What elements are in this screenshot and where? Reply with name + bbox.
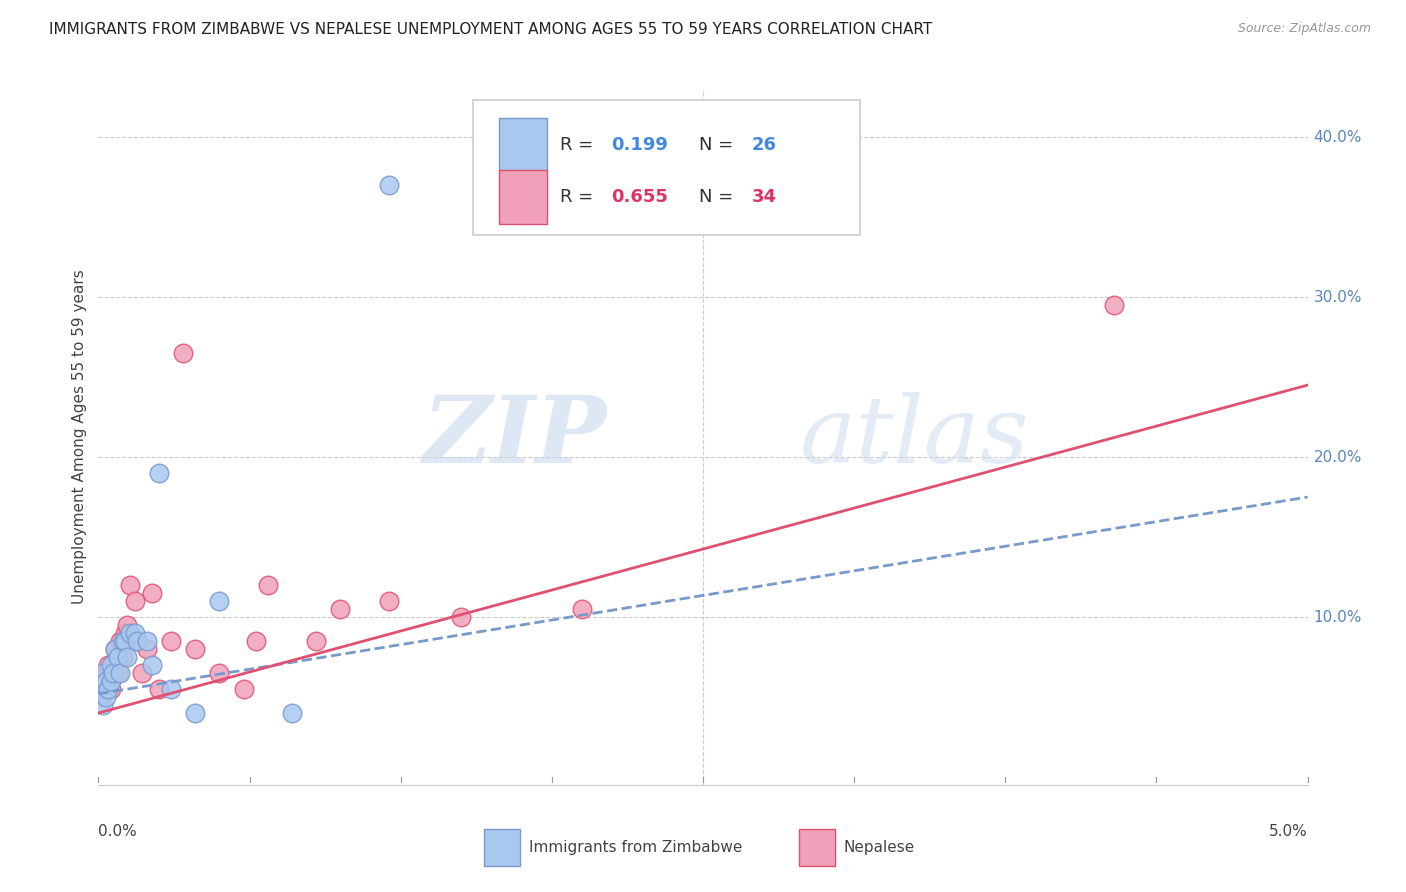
- Point: [100, 665, 122, 680]
- Point: [100, 681, 122, 696]
- Point: [135, 634, 157, 648]
- Point: [94, 665, 117, 680]
- Point: [1102, 298, 1125, 312]
- Point: [90, 681, 112, 696]
- Point: [97, 658, 120, 673]
- Text: R =: R =: [561, 136, 599, 153]
- FancyBboxPatch shape: [484, 830, 520, 865]
- Text: 26: 26: [751, 136, 776, 153]
- Point: [172, 346, 194, 360]
- Point: [127, 634, 149, 648]
- Point: [111, 634, 134, 648]
- Point: [232, 681, 254, 696]
- FancyBboxPatch shape: [799, 830, 835, 865]
- Point: [108, 665, 131, 680]
- Point: [208, 665, 231, 680]
- Point: [184, 642, 207, 657]
- Point: [148, 681, 170, 696]
- Point: [107, 650, 129, 665]
- Point: [135, 642, 157, 657]
- Point: [450, 610, 472, 624]
- Point: [245, 634, 267, 648]
- Text: N =: N =: [699, 188, 740, 206]
- Point: [117, 650, 139, 665]
- Point: [141, 586, 163, 600]
- Point: [117, 618, 139, 632]
- Text: ZIP: ZIP: [422, 392, 606, 482]
- Text: IMMIGRANTS FROM ZIMBABWE VS NEPALESE UNEMPLOYMENT AMONG AGES 55 TO 59 YEARS CORR: IMMIGRANTS FROM ZIMBABWE VS NEPALESE UNE…: [49, 22, 932, 37]
- Point: [104, 642, 127, 657]
- FancyBboxPatch shape: [499, 118, 547, 171]
- Point: [124, 626, 146, 640]
- Point: [94, 690, 117, 704]
- Point: [148, 466, 170, 480]
- Text: 0.0%: 0.0%: [98, 824, 138, 838]
- Text: 0.655: 0.655: [612, 188, 668, 206]
- Text: 20.0%: 20.0%: [1313, 450, 1362, 465]
- Point: [101, 658, 124, 673]
- Text: 30.0%: 30.0%: [1313, 290, 1362, 305]
- Point: [91, 681, 114, 696]
- Point: [118, 626, 141, 640]
- Point: [90, 690, 112, 704]
- Text: 34: 34: [751, 188, 776, 206]
- Point: [208, 594, 231, 608]
- Text: Immigrants from Zimbabwe: Immigrants from Zimbabwe: [529, 840, 742, 855]
- Point: [256, 578, 278, 592]
- Point: [111, 650, 134, 665]
- Text: atlas: atlas: [800, 392, 1029, 482]
- Point: [100, 658, 122, 673]
- Point: [91, 665, 114, 680]
- Point: [131, 665, 153, 680]
- Point: [571, 602, 593, 616]
- Point: [377, 178, 399, 193]
- Text: 5.0%: 5.0%: [1268, 824, 1308, 838]
- Point: [281, 706, 304, 720]
- Point: [141, 658, 163, 673]
- Y-axis label: Unemployment Among Ages 55 to 59 years: Unemployment Among Ages 55 to 59 years: [72, 269, 87, 605]
- Point: [127, 634, 149, 648]
- Point: [108, 634, 131, 648]
- Text: 40.0%: 40.0%: [1313, 129, 1362, 145]
- Point: [377, 594, 399, 608]
- Point: [329, 602, 352, 616]
- Text: R =: R =: [561, 188, 599, 206]
- Point: [104, 642, 127, 657]
- FancyBboxPatch shape: [474, 100, 860, 235]
- Point: [114, 634, 136, 648]
- Point: [107, 665, 129, 680]
- Point: [184, 706, 207, 720]
- Point: [118, 578, 141, 592]
- Text: Source: ZipAtlas.com: Source: ZipAtlas.com: [1237, 22, 1371, 36]
- Point: [124, 594, 146, 608]
- Point: [160, 634, 183, 648]
- Point: [94, 673, 117, 688]
- Point: [160, 681, 183, 696]
- Text: N =: N =: [699, 136, 740, 153]
- Text: Nepalese: Nepalese: [844, 840, 914, 855]
- Point: [114, 626, 136, 640]
- FancyBboxPatch shape: [499, 170, 547, 224]
- Point: [100, 673, 122, 688]
- Point: [101, 665, 124, 680]
- Text: 10.0%: 10.0%: [1313, 609, 1362, 624]
- Point: [97, 681, 120, 696]
- Point: [305, 634, 328, 648]
- Point: [90, 673, 112, 688]
- Text: 0.199: 0.199: [612, 136, 668, 153]
- Point: [91, 698, 114, 712]
